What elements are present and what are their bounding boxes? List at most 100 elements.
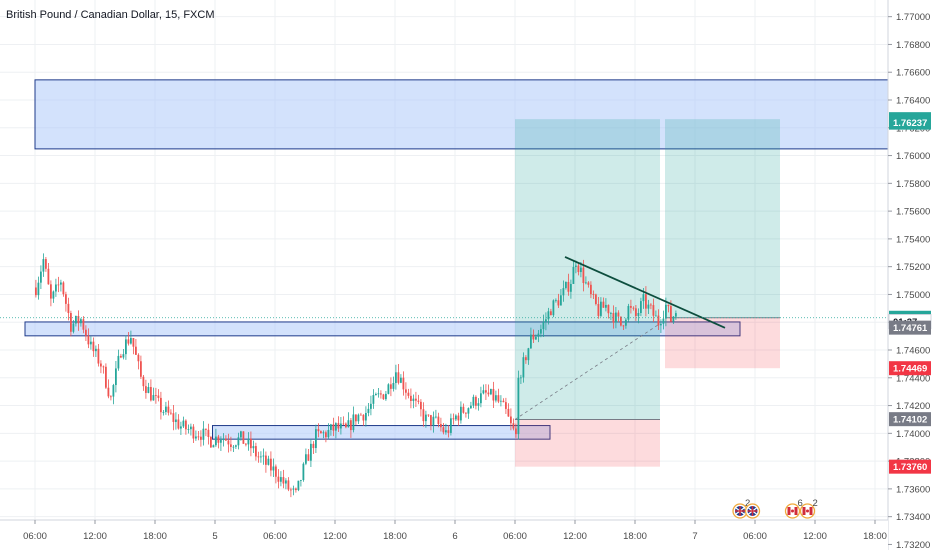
candle-body — [517, 377, 520, 435]
candle-body — [592, 294, 595, 296]
candle-body — [465, 412, 467, 414]
candle-body — [562, 288, 565, 296]
candle-body — [472, 396, 475, 406]
candle-body — [65, 294, 67, 304]
time-tick-label: 18:00 — [143, 531, 167, 542]
candle-body — [72, 323, 75, 332]
candle-body — [522, 357, 525, 378]
price-tick-label: 1.73400 — [896, 512, 930, 523]
candle-body — [102, 366, 105, 368]
candle-body — [662, 318, 665, 324]
candle-body — [650, 304, 652, 306]
candle-body — [412, 398, 415, 401]
candle-body — [502, 400, 505, 403]
price-tick-label: 1.74400 — [896, 373, 930, 384]
event-count: 6 — [798, 498, 803, 509]
price-axis[interactable]: 1.770001.768001.766001.764001.762001.760… — [887, 0, 932, 550]
time-tick-label: 06:00 — [743, 531, 767, 542]
candle-body — [427, 414, 430, 416]
candle-body — [242, 431, 245, 444]
price-tag-bg — [889, 320, 931, 335]
candle-body — [115, 368, 117, 386]
candle-body — [452, 418, 455, 420]
price-tick-label: 1.76000 — [896, 151, 930, 162]
candle-body — [607, 304, 610, 314]
candle-body — [645, 294, 647, 309]
candle-body — [490, 388, 492, 395]
candle-body — [322, 432, 325, 434]
price-tag-label: 1.73760 — [893, 462, 927, 473]
candle-body — [342, 423, 345, 425]
candle-body — [217, 436, 220, 443]
candle-body — [85, 329, 87, 336]
time-tick-label: 18:00 — [623, 531, 647, 542]
candle-body — [70, 313, 72, 332]
candle-body — [260, 456, 262, 458]
candle-body — [542, 322, 545, 330]
time-axis[interactable]: 06:00 12:00 18:00 5 06:00 12:00 18:00 6 06:00 12:… — [0, 519, 888, 550]
candle-body — [670, 306, 672, 322]
price-tick-label: 1.73200 — [896, 540, 930, 550]
candle-body — [470, 405, 472, 409]
candle-body — [87, 335, 90, 345]
flag-leaf — [791, 509, 794, 513]
candle-body — [567, 281, 570, 292]
candle-body — [255, 446, 257, 457]
ca-flag-icon: 2 — [799, 498, 818, 519]
candle-body — [430, 415, 432, 426]
price-tag: 1.74469 — [889, 361, 931, 376]
price-axis-bg — [888, 0, 932, 550]
candle-body — [297, 480, 300, 491]
candle-body — [182, 420, 185, 427]
candle-body — [42, 259, 45, 272]
zones-layer — [24, 79, 889, 440]
candle-body — [362, 414, 365, 421]
candle-body — [282, 477, 285, 484]
candle-body — [492, 388, 495, 401]
candle-body — [610, 313, 612, 314]
candle-body — [630, 305, 632, 308]
candle-body — [310, 443, 312, 461]
candle-body — [45, 259, 47, 269]
candle-body — [672, 316, 675, 322]
candle-body — [167, 406, 170, 413]
candle-body — [637, 312, 640, 316]
candle-body — [530, 334, 532, 349]
candle-body — [92, 341, 95, 352]
price-tag-bg — [889, 412, 931, 427]
candle-body — [510, 416, 512, 424]
price-tick-label: 1.75200 — [896, 262, 930, 273]
support-zone — [212, 425, 551, 440]
candle-body — [375, 393, 377, 396]
candle-body — [575, 265, 577, 267]
candle-body — [555, 300, 557, 302]
candle-body — [232, 446, 235, 448]
gb-flag-icon: 2 — [732, 498, 750, 519]
time-tick-label: 06:00 — [503, 531, 527, 542]
candle-body — [117, 355, 120, 369]
candle-body — [340, 423, 342, 429]
candle-body — [290, 489, 292, 491]
candle-body — [547, 311, 550, 320]
candle-body — [367, 408, 370, 413]
candle-body — [665, 304, 667, 319]
candle-body — [272, 466, 275, 471]
drawings-layer — [0, 256, 888, 420]
time-tick-label: 6 — [452, 531, 457, 542]
candle-body — [420, 401, 422, 410]
candle-body — [655, 315, 657, 317]
candle-body — [397, 372, 400, 383]
candle-body — [612, 313, 615, 323]
candle-body — [185, 420, 187, 430]
candle-body — [587, 282, 590, 285]
price-tag-bg — [889, 115, 931, 130]
candle-body — [460, 406, 462, 421]
candle-body — [300, 480, 302, 481]
support-zone — [24, 321, 741, 337]
price-tag: 1.73760 — [889, 459, 931, 474]
candle-body — [455, 415, 457, 420]
candle-body — [112, 385, 115, 397]
candle-body — [222, 438, 225, 441]
candle-body — [350, 420, 352, 431]
